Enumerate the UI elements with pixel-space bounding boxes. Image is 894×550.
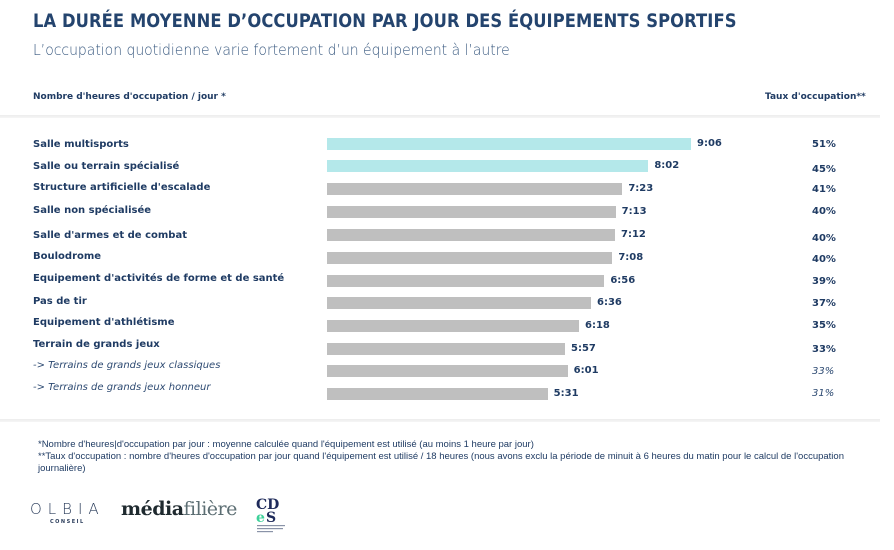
cdes-logo-caption-line xyxy=(257,531,273,533)
cdes-logo-caption-line xyxy=(257,525,285,527)
bar xyxy=(327,252,613,264)
category-label: -> Terrains de grands jeux classiques xyxy=(33,360,221,371)
occupation-rate: 35% xyxy=(812,320,836,331)
bar xyxy=(327,229,615,241)
bar-value-label: 6:18 xyxy=(585,320,610,331)
occupation-rate: 37% xyxy=(812,298,836,309)
bottom-divider xyxy=(0,419,880,422)
occupation-rate: 40% xyxy=(812,254,836,265)
occupation-rate: 51% xyxy=(812,139,836,150)
column-header-rate: Taux d'occupation** xyxy=(765,92,866,102)
cdes-logo-top: CD xyxy=(256,497,279,513)
category-label: Salle multisports xyxy=(33,139,129,150)
category-label: Salle ou terrain spécialisé xyxy=(33,161,180,172)
bar xyxy=(327,343,565,355)
bar xyxy=(327,275,605,287)
olbia-logo-subtext: CONSEIL xyxy=(50,519,85,525)
mediafiliere-logo: médiafilière xyxy=(121,498,237,520)
bar-value-label: 6:36 xyxy=(597,297,622,308)
chart-title: LA DURÉE MOYENNE D’OCCUPATION PAR JOUR D… xyxy=(33,10,737,32)
bar xyxy=(327,365,568,377)
mediafiliere-logo-part1: média xyxy=(121,498,184,520)
chart-subtitle: L’occupation quotidienne varie fortement… xyxy=(33,41,510,59)
bar xyxy=(327,206,616,218)
bar-value-label: 7:08 xyxy=(618,252,644,263)
category-label: Equipement d'activités de forme et de sa… xyxy=(33,273,285,284)
category-label: Pas de tir xyxy=(33,296,87,307)
cdes-logo-s: S xyxy=(266,510,276,526)
category-label: -> Terrains de grands jeux honneur xyxy=(33,382,211,393)
bar-value-label: 6:56 xyxy=(610,275,636,286)
bar-value-label: 7:23 xyxy=(628,183,654,194)
cdes-logo-caption-line xyxy=(257,528,283,530)
category-label: Boulodrome xyxy=(33,251,102,262)
category-label: Salle non spécialisée xyxy=(33,205,152,216)
occupation-rate: 39% xyxy=(812,276,836,287)
footnote-rate: **Taux d'occupation : nombre d'heures d'… xyxy=(38,451,844,474)
category-label: Salle d'armes et de combat xyxy=(33,230,187,241)
occupation-rate: 41% xyxy=(812,184,836,195)
bar xyxy=(327,320,579,332)
cdes-logo: CD e S xyxy=(256,497,306,537)
bar xyxy=(327,183,623,195)
occupation-rate: 33% xyxy=(812,344,836,355)
occupation-rate: 40% xyxy=(812,233,836,244)
bar-value-label: 5:57 xyxy=(571,343,596,354)
olbia-logo-text: OLBIA xyxy=(30,500,105,518)
bar-value-label: 7:12 xyxy=(621,229,646,240)
bar xyxy=(327,297,591,309)
bar-value-label: 8:02 xyxy=(654,160,680,171)
bar-value-label: 9:06 xyxy=(697,138,722,149)
olbia-logo: OLBIA CONSEIL xyxy=(30,500,105,525)
occupation-rate: 40% xyxy=(812,206,836,217)
cdes-logo-e: e xyxy=(256,510,265,526)
column-header-hours: Nombre d'heures d'occupation / jour * xyxy=(33,92,226,102)
occupation-rate: 33% xyxy=(812,366,835,377)
occupation-rate: 31% xyxy=(812,388,835,399)
category-label: Equipement d'athlétisme xyxy=(33,317,175,328)
bar-value-label: 6:01 xyxy=(573,365,599,376)
bar xyxy=(327,160,649,172)
bar-value-label: 7:13 xyxy=(621,206,647,217)
bar xyxy=(327,388,548,400)
bar xyxy=(327,138,691,150)
top-divider xyxy=(0,115,880,118)
mediafiliere-logo-part2: filière xyxy=(183,498,238,520)
occupation-rate: 45% xyxy=(812,164,836,175)
category-label: Terrain de grands jeux xyxy=(33,339,160,350)
bar-value-label: 5:31 xyxy=(553,388,579,399)
footnote-hours: *Nombre d'heures|d'occupation par jour :… xyxy=(38,439,534,450)
category-label: Structure artificielle d'escalade xyxy=(33,182,211,193)
